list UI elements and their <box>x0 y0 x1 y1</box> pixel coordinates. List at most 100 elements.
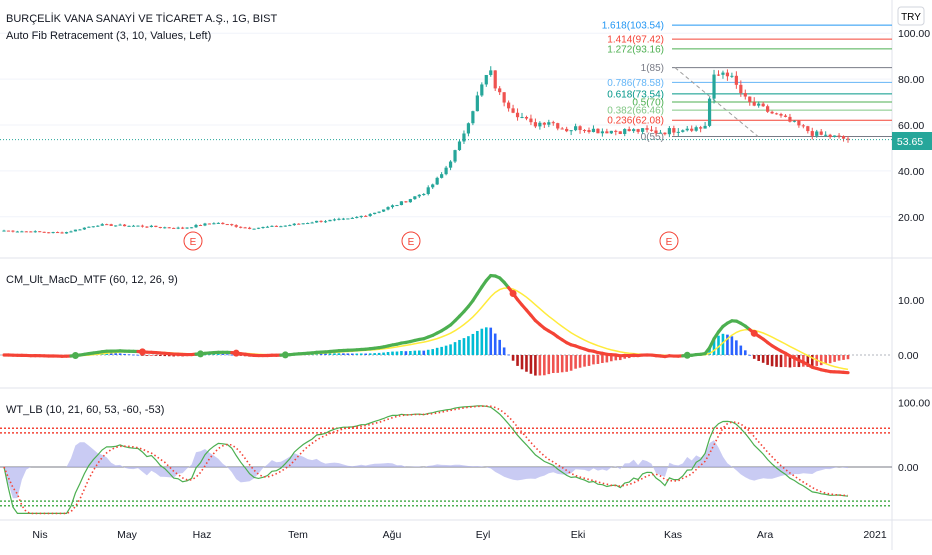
earnings-marker-label: E <box>408 237 415 248</box>
macd-hist-bar <box>606 355 609 362</box>
macd-hist-bar <box>597 355 600 364</box>
macd-hist-bar <box>583 355 586 367</box>
candle-body <box>525 117 528 119</box>
candle-body <box>355 217 358 218</box>
candle-body <box>69 231 72 232</box>
candle-body <box>503 92 506 102</box>
candle-body <box>52 232 55 233</box>
candle-body <box>168 227 171 228</box>
macd-hist-bar <box>467 336 470 355</box>
candle-body <box>319 221 322 222</box>
candle-body <box>270 226 273 227</box>
candle-body <box>596 129 599 133</box>
macd-hist-bar <box>382 353 385 355</box>
candle-body <box>74 230 77 232</box>
macd-hist-bar <box>391 352 394 355</box>
last-price-value: 53.65 <box>897 136 923 148</box>
candle-body <box>628 129 631 131</box>
macd-hist-bar <box>396 352 399 355</box>
candle-body <box>744 93 747 96</box>
candle-body <box>226 224 229 225</box>
candle-body <box>829 135 832 137</box>
earnings-marker-label: E <box>666 237 673 248</box>
candle-body <box>404 201 407 202</box>
macd-hist-bar <box>498 340 501 355</box>
macd-hist-bar <box>494 334 497 355</box>
candle-body <box>735 76 738 85</box>
candle-body <box>833 136 836 138</box>
candle-body <box>177 228 180 229</box>
candle-body <box>529 119 532 123</box>
candle-body <box>695 127 698 131</box>
macd-hist-bar <box>556 355 559 373</box>
fib-level-label: 1.272(93.16) <box>607 44 664 55</box>
candle-body <box>244 227 247 228</box>
macd-hist-bar <box>592 355 595 364</box>
macd-hist-bar <box>543 355 546 375</box>
candle-body <box>110 224 113 226</box>
candle-body <box>194 225 197 227</box>
candle-body <box>578 126 581 130</box>
candle-body <box>315 221 318 223</box>
candle-body <box>842 136 845 139</box>
candle-body <box>409 199 412 202</box>
macd-hist-bar <box>230 355 233 356</box>
candle-body <box>538 123 541 127</box>
candle-body <box>668 128 671 134</box>
candle-body <box>458 141 461 150</box>
macd-hist-bar <box>565 355 568 372</box>
macd-hist-bar <box>137 355 140 356</box>
macd-hist-bar <box>329 353 332 355</box>
macd-hist-bar <box>481 329 484 355</box>
candle-body <box>547 122 550 124</box>
date-label: Ara <box>757 529 774 541</box>
candle-body <box>199 225 202 226</box>
candle-body <box>34 231 37 232</box>
macd-hist-bar <box>516 355 519 366</box>
macd-hist-bar <box>534 355 537 376</box>
candle-body <box>641 128 644 132</box>
candle-body <box>699 127 702 128</box>
wt-title: WT_LB (10, 21, 60, 53, -60, -53) <box>6 404 164 416</box>
macd-hist-bar <box>601 355 604 363</box>
macd-hist-bar <box>762 355 765 363</box>
macd-hist-bar <box>445 346 448 355</box>
candle-body <box>565 129 568 131</box>
candle-body <box>471 111 474 123</box>
macd-hist-bar <box>378 353 381 355</box>
wt-axis-label: 100.00 <box>898 398 930 410</box>
candle-body <box>650 130 653 131</box>
date-label: Nis <box>32 529 47 541</box>
candle-body <box>87 227 90 228</box>
candle-body <box>145 227 148 228</box>
macd-hist-bar <box>373 353 376 355</box>
macd-hist-bar <box>405 351 408 355</box>
candle-body <box>25 231 28 232</box>
candle-body <box>690 129 693 131</box>
macd-hist-bar <box>489 328 492 355</box>
macd-hist-bar <box>847 355 850 359</box>
macd-hist-bar <box>387 352 390 355</box>
date-label: Eyl <box>476 529 491 541</box>
currency-button[interactable]: TRY <box>898 7 924 25</box>
candle-body <box>498 88 501 92</box>
candle-body <box>677 132 680 133</box>
macd-hist-bar <box>422 351 425 355</box>
candle-body <box>364 216 367 217</box>
candle-body <box>418 195 421 197</box>
candle-body <box>208 224 211 225</box>
candle-body <box>185 228 188 229</box>
candle-body <box>574 126 577 130</box>
candle-body <box>516 113 519 117</box>
macd-hist-bar <box>414 351 417 355</box>
candle-body <box>373 213 376 214</box>
candle-body <box>717 75 720 76</box>
macd-hist-bar <box>338 353 341 355</box>
candle-body <box>681 130 684 132</box>
candle-body <box>806 126 809 131</box>
candle-body <box>489 70 492 75</box>
macd-hist-bar <box>472 334 475 355</box>
macd-hist-bar <box>485 327 488 355</box>
macd-hist-bar <box>833 355 836 362</box>
macd-hist-bar <box>132 355 135 356</box>
